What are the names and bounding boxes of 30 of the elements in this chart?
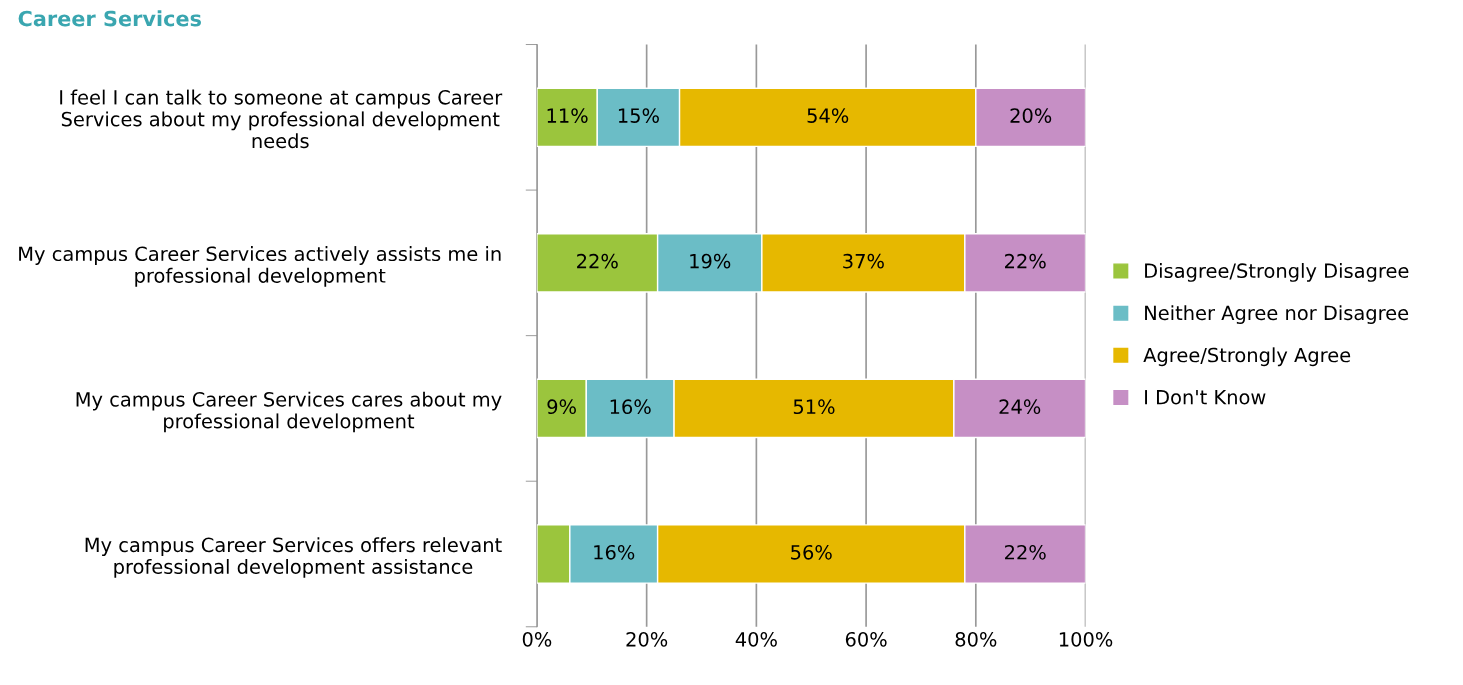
data-label: 20% xyxy=(1010,108,1052,123)
y-tick-label: My campus Career Services actively assists me in professional development xyxy=(19,246,501,287)
y-tick-label: My campus Career Services offers relevant professional development assistance xyxy=(85,537,502,578)
x-tick-label: 0% xyxy=(522,631,552,647)
data-label: 22% xyxy=(1005,544,1046,560)
legend-label: Neither Agree nor Disagree xyxy=(1145,305,1409,324)
x-tick-label: 80% xyxy=(955,631,997,647)
legend-label: Disagree/Strongly Disagree xyxy=(1145,263,1409,282)
x-tick-label: 40% xyxy=(735,631,777,647)
y-tick-label: My campus Career Services cares about my professional development xyxy=(76,391,502,433)
data-label: 56% xyxy=(791,544,832,560)
x-tick-label: 100% xyxy=(1059,631,1113,647)
data-label: 9% xyxy=(547,399,576,415)
data-label: 16% xyxy=(594,544,635,560)
data-label: 19% xyxy=(690,253,731,269)
y-tick-label: I feel I can talk to someone at campus Career Services about my professional development needs xyxy=(60,89,503,149)
data-label: 16% xyxy=(610,399,651,415)
legend-label: Agree/Strongly Agree xyxy=(1143,347,1351,367)
legend-label: I Don't Know xyxy=(1145,390,1266,405)
data-label: 51% xyxy=(793,399,835,415)
data-label: 54% xyxy=(807,108,849,123)
x-tick-label: 60% xyxy=(845,631,887,647)
data-label: 22% xyxy=(1005,253,1046,269)
data-label: 22% xyxy=(577,253,618,269)
x-tick-label: 20% xyxy=(626,631,668,647)
data-label: 24% xyxy=(999,399,1041,415)
data-label: 11% xyxy=(547,108,588,123)
data-label: 37% xyxy=(843,253,884,269)
data-label: 15% xyxy=(618,108,659,123)
text: Career Services xyxy=(18,10,201,27)
